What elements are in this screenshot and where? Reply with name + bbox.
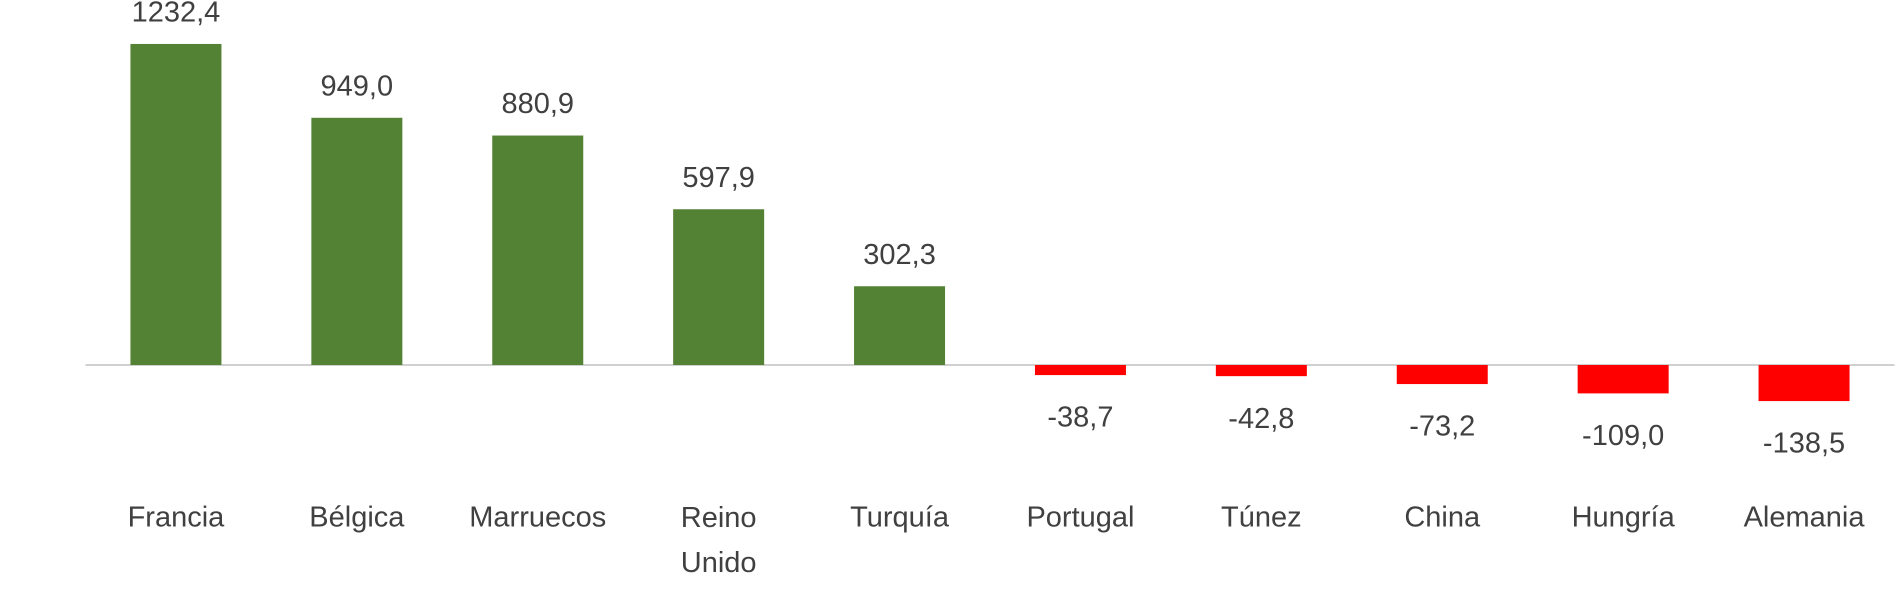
x-tick-label: Reino Unido xyxy=(681,502,757,579)
value-label: -109,0 xyxy=(1582,420,1664,452)
bar xyxy=(1396,365,1488,385)
bar xyxy=(1758,365,1850,402)
x-tick-label: Portugal xyxy=(1026,502,1134,534)
x-tick-label: Hungría xyxy=(1572,502,1676,534)
value-label: -138,5 xyxy=(1763,428,1845,460)
value-label: 302,3 xyxy=(863,239,936,271)
x-tick-label: Túnez xyxy=(1221,502,1302,534)
value-label: 949,0 xyxy=(321,70,394,102)
x-tick-label: Francia xyxy=(128,502,226,534)
bar xyxy=(492,135,584,365)
value-label: 1232,4 xyxy=(132,0,221,29)
bar xyxy=(130,43,222,365)
bar xyxy=(1034,365,1126,376)
bar xyxy=(311,117,403,366)
bar xyxy=(673,209,765,365)
x-tick-label: Alemania xyxy=(1744,502,1866,534)
x-tick-label: Bélgica xyxy=(309,502,405,534)
value-label: -73,2 xyxy=(1409,411,1475,443)
value-label: -42,8 xyxy=(1228,403,1294,435)
bar xyxy=(1577,365,1669,394)
bar xyxy=(854,286,946,365)
bar xyxy=(1215,365,1307,377)
value-label: -38,7 xyxy=(1047,402,1113,434)
value-label: 597,9 xyxy=(682,162,755,194)
x-tick-label: Marruecos xyxy=(469,502,606,534)
x-tick-label: Turquía xyxy=(850,502,950,534)
value-label: 880,9 xyxy=(501,88,574,120)
x-tick-label: China xyxy=(1404,502,1481,534)
